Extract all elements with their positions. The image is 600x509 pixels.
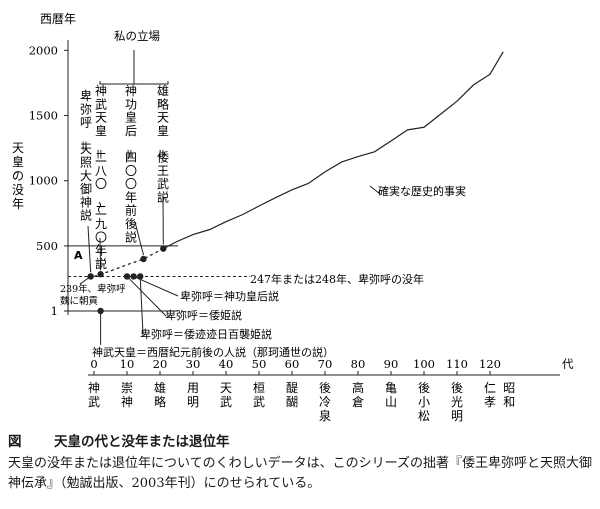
y-tick-label: 1000 xyxy=(29,174,58,188)
x-tick-label: 0 xyxy=(90,357,97,371)
x-tick-label: 30 xyxy=(186,357,201,371)
x-tick-label: 70 xyxy=(318,357,333,371)
leader-yamato xyxy=(126,276,167,317)
hypothesis-column-2: 神武天皇＝二八〇〜二九〇年説 xyxy=(92,84,107,271)
emperor-label: 後小松 xyxy=(418,381,430,423)
y-tick-label: 1 xyxy=(51,304,58,318)
x-axis: 0 10 20 30 40 50 60 70 80 90 100 110 120 代神武崇神雄略用明天武桓… xyxy=(88,357,574,423)
point-a-label: A xyxy=(74,249,83,262)
point-a-note-line2: 魏に朝貢 xyxy=(60,295,99,307)
emperor-label: 醍醐 xyxy=(286,381,298,409)
x-tick-label: 50 xyxy=(252,357,267,371)
emperor-label: 後冷泉 xyxy=(319,381,331,423)
series-lines xyxy=(93,51,504,278)
x-tick-label: 100 xyxy=(413,357,435,371)
series-line-fact xyxy=(163,51,504,250)
annotation-leaders xyxy=(79,185,381,345)
data-point xyxy=(160,245,167,252)
himiko-death-label: 247年または248年、卑弥呼の没年 xyxy=(250,272,424,286)
leader-hyp-2 xyxy=(99,237,102,271)
x-tick-label: 80 xyxy=(351,357,366,371)
x-tick-label: 60 xyxy=(285,357,300,371)
y-axis: 2000 1500 1000 500 1 xyxy=(29,40,69,318)
emperor-label: 高倉 xyxy=(352,380,364,409)
jinmu-traditional-label: 神武天皇＝西暦紀元前後の人説（那珂通世の説） xyxy=(92,345,334,359)
hypothesis-column-4: 雄略天皇＝倭王武説 xyxy=(154,83,169,204)
emperor-label: 天武 xyxy=(220,381,232,409)
caption-title: 図 天皇の代と没年または退位年 xyxy=(8,432,230,452)
data-point xyxy=(137,273,144,280)
x-tick-label: 40 xyxy=(219,357,234,371)
leader-hyp-3 xyxy=(134,221,144,256)
leader-jingu xyxy=(133,275,179,297)
data-point xyxy=(87,273,94,280)
fact-label: 確実な歴史的事実 xyxy=(378,184,466,198)
yamato-hypothesis-label: 卑弥呼＝倭姫説 xyxy=(165,308,242,322)
data-point xyxy=(140,255,147,263)
momoso-hypothesis-label: 卑弥呼＝倭迹迹日百襲姫説 xyxy=(140,327,272,341)
y-tick-label: 2000 xyxy=(29,43,58,57)
y-tick-label: 500 xyxy=(36,239,58,253)
leader-point-a xyxy=(79,276,91,285)
x-unit-label: 代 xyxy=(562,357,574,371)
hypothesis-column-1: 卑弥呼＝天照大御神説 xyxy=(77,88,92,223)
leader-momoso xyxy=(139,276,144,335)
emperor-label: 神武 xyxy=(88,381,100,409)
emperor-label: 桓武 xyxy=(253,380,265,409)
x-tick-label: 90 xyxy=(384,357,399,371)
point-a-note-line1: 239年、卑弥呼 xyxy=(60,283,126,295)
leader-fact xyxy=(369,185,381,195)
emperor-label: 崇神 xyxy=(121,381,133,409)
leader-hyp-1 xyxy=(87,225,92,273)
data-point xyxy=(97,271,104,278)
y-axis-label: 天皇の没年 xyxy=(12,141,24,211)
emperor-label: 雄略 xyxy=(154,380,166,409)
figure-label: 図 xyxy=(8,434,22,450)
x-tick-label: 10 xyxy=(120,357,135,371)
emperor-label: 仁孝 xyxy=(484,381,496,409)
y-tick-label: 1500 xyxy=(29,109,58,123)
data-point xyxy=(130,273,137,280)
y-axis-unit: 西暦年 xyxy=(40,12,76,26)
emperor-label: 用明 xyxy=(187,381,199,409)
x-tick-label: 20 xyxy=(153,357,168,371)
x-tick-label: 110 xyxy=(446,357,468,371)
my-position-header: 私の立場 xyxy=(114,29,160,43)
figure-title: 天皇の代と没年または退位年 xyxy=(54,434,230,450)
x-tick-label: 120 xyxy=(479,357,501,371)
emperor-label: 昭和 xyxy=(503,381,515,409)
emperor-label: 後光明 xyxy=(451,381,463,423)
emperor-label: 亀山 xyxy=(385,381,397,409)
caption-body: 天皇の没年または退位年についてのくわしいデータは、このシリーズの拙著『倭王卑弥呼… xyxy=(8,456,592,491)
chart: 西暦年 2000 1500 1000 500 1 0 10 20 30 40 50 60 70 80 90… xyxy=(12,12,574,423)
hypothesis-column-3: 神功皇后＝四〇〇年前後説 xyxy=(122,84,137,244)
jingu-hypothesis-label: 卑弥呼＝神功皇后説 xyxy=(180,289,279,303)
